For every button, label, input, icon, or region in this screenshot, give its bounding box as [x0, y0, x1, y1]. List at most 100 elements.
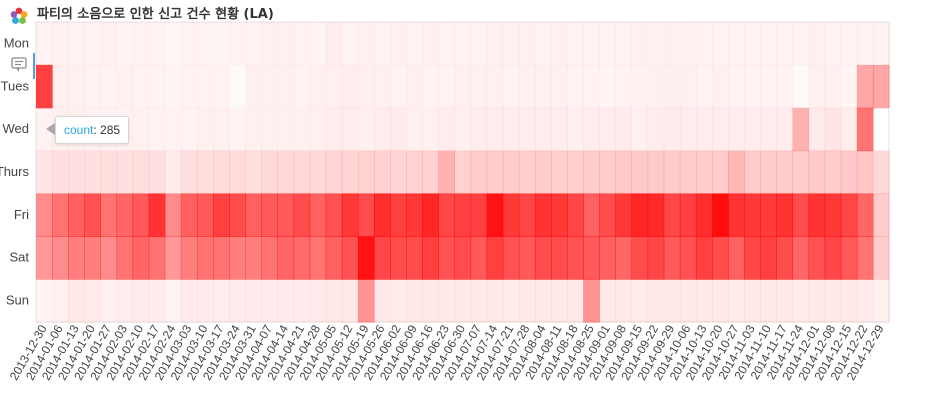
heatmap-cell[interactable]: [744, 107, 761, 152]
heatmap-cell[interactable]: [148, 236, 166, 280]
heatmap-cell[interactable]: [325, 107, 343, 152]
heatmap-cell[interactable]: [325, 64, 343, 109]
heatmap-cell[interactable]: [84, 193, 101, 237]
heatmap-cell[interactable]: [196, 22, 214, 66]
heatmap-cell[interactable]: [502, 193, 520, 237]
heatmap-cell[interactable]: [422, 193, 439, 237]
heatmap-cell[interactable]: [824, 279, 842, 323]
heatmap-cell[interactable]: [180, 193, 198, 237]
heatmap-cell[interactable]: [808, 236, 826, 280]
heatmap-cell[interactable]: [534, 107, 552, 152]
heatmap-cell[interactable]: [373, 150, 391, 195]
heatmap-cell[interactable]: [679, 107, 697, 152]
heatmap-cell[interactable]: [728, 22, 745, 66]
heatmap-cell[interactable]: [132, 279, 150, 323]
heatmap-cell[interactable]: [776, 279, 794, 323]
heatmap-cell[interactable]: [52, 279, 69, 323]
heatmap-cell[interactable]: [36, 236, 53, 280]
heatmap-cell[interactable]: [647, 64, 665, 109]
heatmap-cell[interactable]: [856, 279, 874, 323]
heatmap-cell[interactable]: [196, 107, 214, 152]
heatmap-cell[interactable]: [148, 150, 166, 195]
heatmap-cell[interactable]: [872, 193, 890, 237]
heatmap-cell[interactable]: [856, 236, 874, 280]
heatmap-cell[interactable]: [840, 107, 858, 152]
heatmap-cell[interactable]: [309, 193, 327, 237]
heatmap-cell[interactable]: [454, 107, 472, 152]
heatmap-cell[interactable]: [84, 64, 101, 109]
heatmap-cell[interactable]: [357, 193, 375, 237]
heatmap-cell[interactable]: [390, 279, 407, 323]
heatmap-cell[interactable]: [808, 107, 826, 152]
heatmap-cell[interactable]: [824, 150, 842, 195]
heatmap-cell[interactable]: [583, 107, 600, 152]
heatmap-cell[interactable]: [373, 107, 391, 152]
heatmap-cell[interactable]: [68, 150, 85, 195]
heatmap-cell[interactable]: [872, 279, 890, 323]
heatmap-cell[interactable]: [196, 64, 214, 109]
heatmap-cell[interactable]: [792, 193, 810, 237]
heatmap-cell[interactable]: [164, 193, 182, 237]
heatmap-cell[interactable]: [341, 107, 359, 152]
heatmap-cell[interactable]: [663, 279, 681, 323]
heatmap-cell[interactable]: [406, 193, 423, 237]
heatmap-cell[interactable]: [663, 236, 681, 280]
heatmap-cell[interactable]: [164, 236, 182, 280]
heatmap-cell[interactable]: [116, 22, 134, 66]
heatmap-cell[interactable]: [293, 22, 311, 66]
heatmap-cell[interactable]: [229, 150, 246, 195]
heatmap-cell[interactable]: [406, 150, 423, 195]
heatmap-cell[interactable]: [357, 236, 375, 280]
heatmap-cell[interactable]: [551, 236, 568, 280]
heatmap-cell[interactable]: [422, 279, 439, 323]
heatmap-cell[interactable]: [341, 236, 359, 280]
heatmap-cell[interactable]: [52, 64, 69, 109]
heatmap-cell[interactable]: [164, 107, 182, 152]
heatmap-cell[interactable]: [406, 64, 423, 109]
heatmap-cell[interactable]: [695, 236, 713, 280]
heatmap-cell[interactable]: [679, 150, 697, 195]
heatmap-cell[interactable]: [551, 22, 568, 66]
heatmap-cell[interactable]: [631, 64, 649, 109]
heatmap-cell[interactable]: [840, 150, 858, 195]
heatmap-cell[interactable]: [551, 193, 568, 237]
heatmap-cell[interactable]: [245, 193, 262, 237]
heatmap-cell[interactable]: [309, 22, 327, 66]
heatmap-cell[interactable]: [341, 279, 359, 323]
heatmap-cell[interactable]: [840, 22, 858, 66]
heatmap-cell[interactable]: [52, 22, 69, 66]
heatmap-cell[interactable]: [760, 193, 777, 237]
heatmap-cell[interactable]: [728, 64, 745, 109]
heatmap-cell[interactable]: [180, 279, 198, 323]
heatmap-cell[interactable]: [695, 150, 713, 195]
heatmap-cell[interactable]: [390, 64, 407, 109]
heatmap-cell[interactable]: [695, 22, 713, 66]
heatmap-cell[interactable]: [261, 107, 279, 152]
heatmap-cell[interactable]: [438, 193, 456, 237]
heatmap-cell[interactable]: [631, 236, 649, 280]
heatmap-cell[interactable]: [518, 107, 536, 152]
heatmap-cell[interactable]: [824, 236, 842, 280]
heatmap-cell[interactable]: [261, 236, 279, 280]
heatmap-cell[interactable]: [293, 150, 311, 195]
heatmap-cell[interactable]: [341, 22, 359, 66]
heatmap-cell[interactable]: [534, 150, 552, 195]
heatmap-cell[interactable]: [567, 150, 584, 195]
heatmap-cell[interactable]: [856, 107, 874, 152]
heatmap-cell[interactable]: [486, 64, 504, 109]
heatmap-cell[interactable]: [760, 107, 777, 152]
heatmap-cell[interactable]: [325, 22, 343, 66]
heatmap-cell[interactable]: [148, 193, 166, 237]
heatmap-cell[interactable]: [872, 64, 890, 109]
heatmap-cell[interactable]: [470, 64, 488, 109]
heatmap-cell[interactable]: [293, 236, 311, 280]
heatmap-cell[interactable]: [309, 279, 327, 323]
heatmap-cell[interactable]: [180, 22, 198, 66]
heatmap-cell[interactable]: [679, 22, 697, 66]
heatmap-cell[interactable]: [631, 193, 649, 237]
heatmap-cell[interactable]: [36, 193, 53, 237]
heatmap-cell[interactable]: [293, 107, 311, 152]
heatmap-cell[interactable]: [792, 65, 809, 108]
heatmap-cell[interactable]: [679, 236, 697, 280]
